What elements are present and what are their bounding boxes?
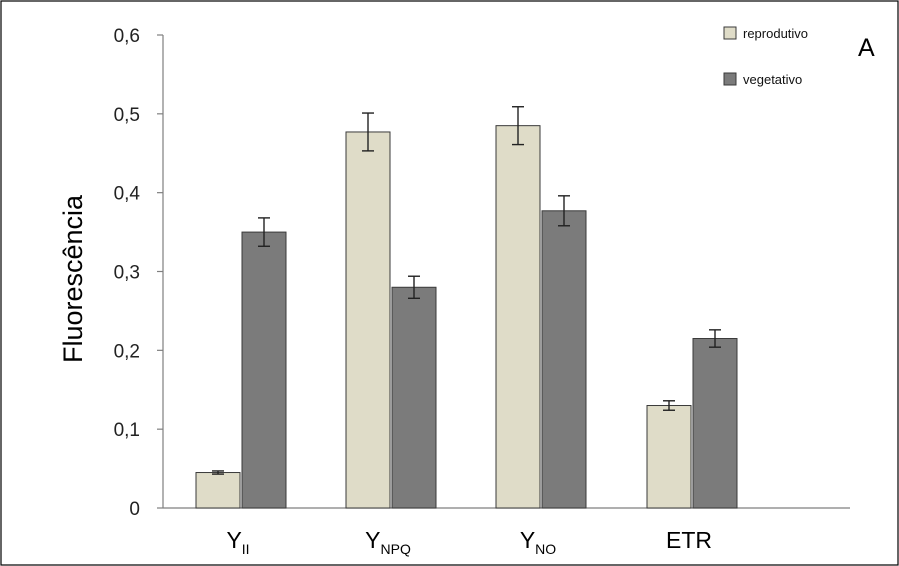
- y-tick-label: 0: [129, 499, 140, 520]
- y-tick-label: 0,2: [114, 341, 140, 362]
- bars: [195, 106, 738, 509]
- legend: reprodutivo vegetativo: [723, 26, 808, 87]
- bar-vegetativo-3: [692, 338, 738, 509]
- x-tick-label: YII: [226, 527, 249, 557]
- y-tick-label: 0,4: [114, 184, 141, 205]
- x-tick-label: ETR: [666, 527, 712, 553]
- legend-swatch-vegetativo: [723, 72, 737, 86]
- x-tick-label: YNPQ: [365, 527, 411, 557]
- y-tick-label: 0,5: [114, 105, 140, 126]
- bar-vegetativo-1: [391, 286, 437, 509]
- axes: 0 0,1 0,2 0,3 0,4 0,5 0,6 YII YNPQ YNO ETR: [114, 26, 850, 557]
- y-tick-label: 0,3: [114, 263, 140, 284]
- panel-label: A: [858, 34, 875, 62]
- y-axis-label: Fluorescência: [58, 194, 88, 363]
- legend-label-reprodutivo: reprodutivo: [743, 26, 808, 41]
- bar-reprodutivo-1: [345, 131, 391, 509]
- bar-reprodutivo-3: [646, 405, 692, 509]
- x-tick-label: YNO: [520, 527, 556, 557]
- bar-reprodutivo-0: [195, 472, 241, 509]
- bar-reprodutivo-2: [495, 125, 541, 509]
- y-tick-label: 0,1: [114, 420, 140, 441]
- bar-vegetativo-0: [241, 231, 287, 509]
- legend-label-vegetativo: vegetativo: [743, 72, 802, 87]
- y-tick-label: 0,6: [114, 26, 140, 47]
- legend-swatch-reprodutivo: [723, 26, 737, 40]
- bar-vegetativo-2: [541, 210, 587, 509]
